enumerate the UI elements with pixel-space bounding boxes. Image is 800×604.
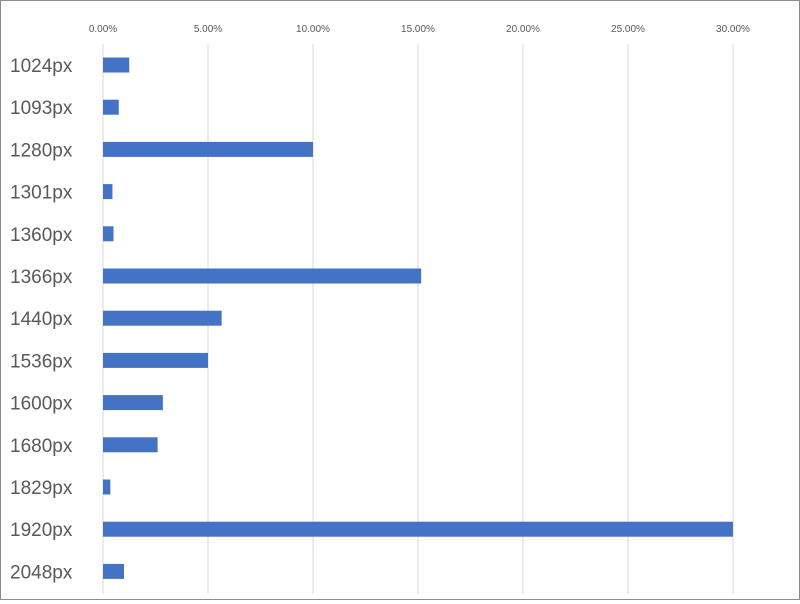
bar — [103, 184, 113, 200]
x-tick-label: 15.00% — [401, 24, 435, 35]
category-label: 1360px — [10, 225, 73, 246]
bar — [103, 268, 422, 284]
bar — [103, 563, 124, 579]
x-axis-ticks: 0.00% 5.00% 10.00% 15.00% 20.00% 25.00% 30.00% — [89, 24, 750, 35]
category-label: 1093px — [10, 98, 73, 119]
gridlines — [102, 44, 734, 594]
x-tick-label: 25.00% — [611, 24, 645, 35]
category-label: 2048px — [10, 562, 73, 583]
x-tick-label: 10.00% — [296, 24, 330, 35]
category-label: 1680px — [10, 436, 73, 457]
category-label: 1024px — [10, 56, 73, 77]
bar — [103, 57, 130, 73]
category-label: 1536px — [10, 351, 73, 372]
x-tick-label: 30.00% — [716, 24, 750, 35]
bars — [103, 57, 733, 579]
bar — [103, 226, 114, 242]
x-tick-label: 5.00% — [194, 24, 222, 35]
category-label: 1600px — [10, 394, 73, 415]
bar — [103, 141, 313, 157]
category-label: 1280px — [10, 140, 73, 161]
category-label: 1920px — [10, 520, 73, 541]
category-label: 1366px — [10, 267, 73, 288]
x-tick-label: 0.00% — [89, 24, 117, 35]
y-axis-categories: 1024px 1093px 1280px 1301px 1360px 1366px 1440… — [10, 56, 73, 583]
bar — [103, 521, 733, 537]
category-label: 1440px — [10, 309, 73, 330]
bar — [103, 352, 208, 368]
bar — [103, 395, 163, 411]
category-label: 1301px — [10, 183, 73, 204]
category-label: 1829px — [10, 478, 73, 499]
bar — [103, 310, 222, 326]
bar — [103, 437, 158, 453]
bar — [103, 99, 119, 115]
x-tick-label: 20.00% — [506, 24, 540, 35]
bar — [103, 479, 111, 495]
